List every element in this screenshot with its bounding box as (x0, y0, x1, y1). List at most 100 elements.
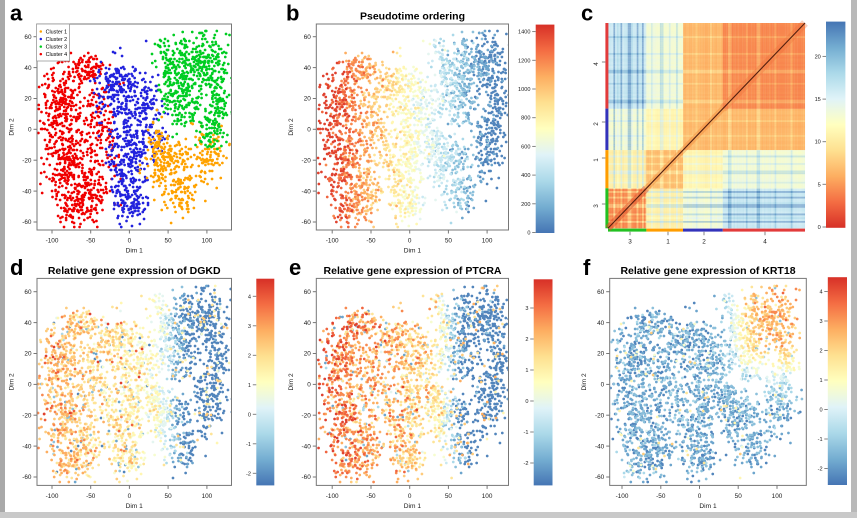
svg-text:2: 2 (525, 337, 528, 343)
svg-text:20: 20 (24, 351, 32, 358)
svg-text:60: 60 (304, 289, 312, 296)
svg-text:-100: -100 (46, 238, 59, 245)
svg-text:3: 3 (628, 239, 632, 246)
svg-text:-20: -20 (302, 412, 312, 419)
svg-text:d: d (10, 255, 23, 280)
svg-text:-60: -60 (595, 474, 605, 481)
svg-text:0: 0 (128, 238, 132, 245)
svg-text:100: 100 (202, 493, 213, 500)
svg-text:-40: -40 (22, 443, 32, 450)
svg-text:Dim 2: Dim 2 (9, 373, 16, 391)
svg-text:-50: -50 (366, 238, 376, 245)
svg-text:4: 4 (248, 294, 251, 300)
svg-text:60: 60 (304, 34, 312, 41)
svg-text:Dim 1: Dim 1 (126, 503, 144, 510)
svg-text:50: 50 (735, 493, 743, 500)
svg-text:-40: -40 (22, 188, 32, 195)
svg-text:1: 1 (593, 158, 600, 162)
svg-text:a: a (10, 1, 23, 26)
svg-text:40: 40 (304, 65, 312, 72)
svg-text:0: 0 (818, 225, 821, 231)
svg-text:Dim 1: Dim 1 (126, 248, 144, 255)
svg-text:-100: -100 (46, 493, 59, 500)
svg-text:-50: -50 (86, 238, 96, 245)
svg-text:1: 1 (248, 383, 251, 389)
svg-text:5: 5 (818, 182, 821, 188)
svg-text:4: 4 (593, 62, 600, 66)
svg-text:Dim 1: Dim 1 (404, 248, 422, 255)
svg-text:0: 0 (28, 382, 32, 389)
svg-text:Relative gene expression of DG: Relative gene expression of DGKD (48, 265, 221, 277)
svg-text:100: 100 (482, 238, 493, 245)
svg-text:Dim 2: Dim 2 (288, 118, 295, 136)
svg-text:-1: -1 (246, 442, 251, 448)
svg-text:20: 20 (815, 54, 821, 60)
svg-text:600: 600 (521, 144, 530, 150)
svg-text:-20: -20 (595, 412, 605, 419)
svg-text:800: 800 (521, 116, 530, 122)
svg-text:3: 3 (819, 319, 822, 325)
svg-text:2: 2 (702, 239, 706, 246)
svg-text:4: 4 (763, 239, 767, 246)
svg-text:1: 1 (525, 368, 528, 374)
svg-text:f: f (583, 255, 591, 280)
svg-text:20: 20 (304, 96, 312, 103)
svg-text:-40: -40 (302, 443, 312, 450)
svg-text:50: 50 (445, 493, 453, 500)
svg-text:40: 40 (597, 320, 605, 327)
svg-text:0: 0 (525, 399, 528, 405)
svg-text:3: 3 (525, 306, 528, 312)
svg-text:60: 60 (24, 34, 32, 41)
svg-text:-1: -1 (818, 437, 823, 443)
svg-text:b: b (286, 1, 299, 26)
svg-text:Relative gene expression of PT: Relative gene expression of PTCRA (324, 265, 502, 277)
svg-text:-20: -20 (22, 157, 32, 164)
svg-text:0: 0 (408, 493, 412, 500)
svg-text:100: 100 (482, 493, 493, 500)
svg-text:0: 0 (819, 408, 822, 414)
svg-text:Cluster 1: Cluster 1 (46, 30, 68, 36)
svg-text:Dim 1: Dim 1 (699, 503, 717, 510)
svg-text:-2: -2 (818, 467, 823, 473)
svg-text:3: 3 (248, 324, 251, 330)
svg-text:4: 4 (819, 290, 822, 296)
svg-text:-60: -60 (302, 474, 312, 481)
svg-text:0: 0 (408, 238, 412, 245)
svg-text:60: 60 (597, 289, 605, 296)
svg-text:-40: -40 (595, 443, 605, 450)
svg-text:-50: -50 (86, 493, 96, 500)
svg-text:1200: 1200 (518, 58, 530, 64)
svg-text:-50: -50 (656, 493, 666, 500)
svg-text:-60: -60 (22, 219, 32, 226)
svg-text:0: 0 (601, 382, 605, 389)
svg-text:1000: 1000 (518, 87, 530, 93)
svg-text:60: 60 (24, 289, 32, 296)
svg-text:100: 100 (202, 238, 213, 245)
svg-text:Dim 2: Dim 2 (9, 118, 16, 136)
svg-text:-60: -60 (22, 474, 32, 481)
svg-text:0: 0 (248, 412, 251, 418)
svg-text:Dim 2: Dim 2 (288, 373, 295, 391)
svg-text:e: e (289, 255, 301, 280)
svg-text:0: 0 (307, 382, 311, 389)
svg-text:50: 50 (165, 493, 173, 500)
svg-text:1400: 1400 (518, 30, 530, 36)
svg-text:50: 50 (165, 238, 173, 245)
svg-text:0: 0 (128, 493, 132, 500)
svg-text:-2: -2 (524, 461, 529, 467)
svg-text:20: 20 (24, 96, 32, 103)
svg-text:Dim 1: Dim 1 (404, 503, 422, 510)
svg-text:Cluster 2: Cluster 2 (46, 37, 68, 43)
svg-text:-100: -100 (326, 238, 339, 245)
svg-text:-2: -2 (246, 471, 251, 477)
svg-text:0: 0 (28, 127, 32, 134)
svg-text:100: 100 (772, 493, 783, 500)
svg-text:1: 1 (666, 239, 670, 246)
svg-text:2: 2 (819, 349, 822, 355)
svg-text:20: 20 (597, 351, 605, 358)
svg-text:2: 2 (248, 353, 251, 359)
svg-text:-20: -20 (22, 412, 32, 419)
svg-text:15: 15 (815, 97, 821, 103)
svg-text:3: 3 (593, 204, 600, 208)
svg-text:40: 40 (24, 65, 32, 72)
